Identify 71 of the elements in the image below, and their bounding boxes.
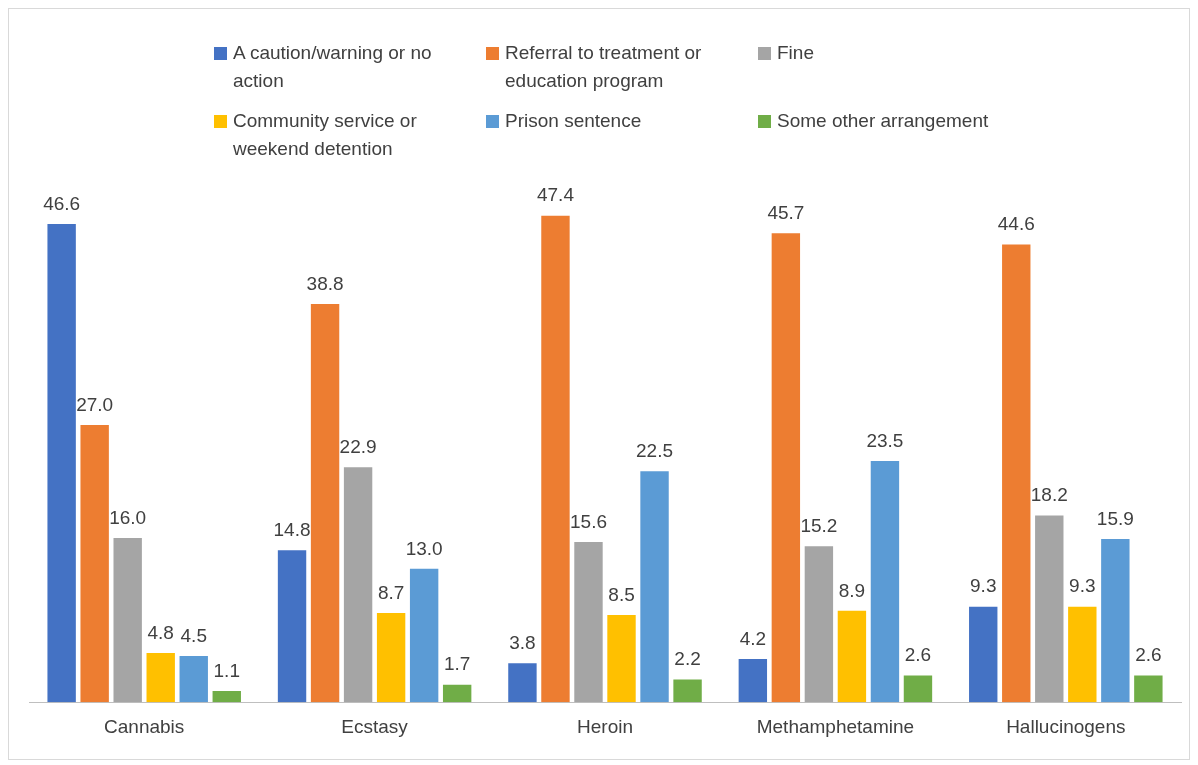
x-tick-label: Ecstasy — [341, 715, 409, 737]
bar — [146, 652, 175, 703]
data-label: 22.9 — [339, 435, 377, 457]
x-tick-label: Hallucinogens — [1006, 715, 1126, 737]
data-label: 3.8 — [509, 631, 536, 653]
data-label: 15.6 — [570, 510, 607, 532]
bar — [113, 537, 142, 703]
data-label: 27.0 — [76, 393, 114, 415]
bar — [870, 461, 900, 703]
data-label: 46.6 — [43, 192, 81, 214]
data-label: 16.0 — [109, 506, 147, 528]
bar — [903, 675, 933, 703]
data-label: 8.7 — [377, 581, 405, 603]
data-label: 9.3 — [970, 575, 997, 597]
bar — [1101, 539, 1130, 703]
data-label: 15.9 — [1096, 507, 1134, 529]
data-label: 2.2 — [674, 648, 701, 670]
x-tick-label: Cannabis — [104, 715, 185, 737]
x-tick-label: Methamphetamine — [756, 715, 915, 737]
bar — [771, 233, 801, 703]
bar — [80, 425, 109, 703]
bar — [442, 684, 472, 703]
data-label: 4.8 — [147, 621, 174, 643]
legend-label: Fine — [777, 41, 814, 65]
data-label: 22.5 — [636, 439, 674, 461]
bar — [277, 550, 307, 703]
bar — [409, 568, 439, 703]
bar — [212, 690, 241, 703]
bar — [47, 223, 76, 703]
legend-label: Some other arrangement — [777, 109, 989, 133]
data-label: 1.1 — [213, 659, 240, 681]
bar — [837, 610, 867, 703]
data-label: 1.7 — [443, 653, 471, 675]
data-label: 13.0 — [405, 537, 443, 559]
bar — [1134, 675, 1163, 703]
bar — [1002, 244, 1031, 703]
data-label: 44.6 — [997, 213, 1035, 235]
bar — [541, 215, 570, 703]
bar — [738, 659, 768, 703]
legend-label: Prison sentence — [505, 109, 642, 133]
bar — [1068, 606, 1097, 703]
legend-label: A caution/warning or no action — [233, 41, 433, 93]
data-label: 8.5 — [608, 583, 635, 605]
bar — [508, 663, 537, 703]
data-label: 14.8 — [273, 519, 311, 541]
bar — [969, 606, 998, 703]
bar — [804, 546, 834, 703]
bar — [343, 467, 373, 703]
bar — [1035, 515, 1064, 703]
data-label: 45.7 — [767, 201, 805, 223]
bar — [640, 471, 669, 703]
bar — [310, 303, 340, 703]
data-label: 4.5 — [180, 624, 207, 646]
data-label: 4.2 — [739, 627, 767, 649]
data-label: 2.6 — [904, 644, 932, 666]
data-label: 18.2 — [1030, 484, 1068, 506]
legend-label: Referral to treatment or education program — [505, 41, 703, 93]
x-tick-label: Heroin — [577, 715, 633, 737]
bar — [673, 679, 702, 703]
bar — [179, 656, 208, 703]
bar — [376, 612, 406, 703]
data-label: 9.3 — [1069, 575, 1096, 597]
data-label: 38.8 — [306, 272, 344, 294]
data-label: 15.2 — [800, 514, 838, 536]
data-label: 8.9 — [838, 579, 866, 601]
data-label: 2.6 — [1135, 644, 1162, 666]
legend-label: Community service or weekend detention — [233, 109, 418, 161]
bar — [607, 614, 636, 703]
bar — [574, 542, 603, 703]
data-label: 23.5 — [866, 429, 904, 451]
data-label: 47.4 — [536, 184, 575, 206]
